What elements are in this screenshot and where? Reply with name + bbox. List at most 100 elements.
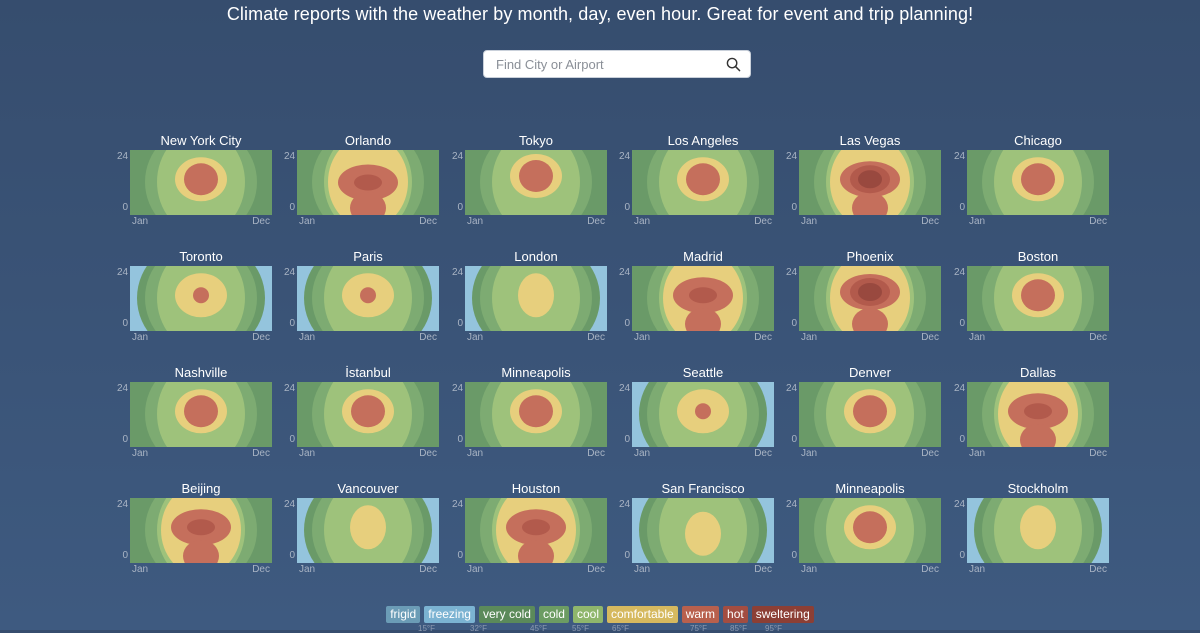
- band-hot: [187, 519, 215, 536]
- y-axis-top-label: 24: [117, 383, 129, 394]
- city-name[interactable]: New York City: [160, 133, 242, 148]
- city-name[interactable]: Orlando: [344, 133, 392, 148]
- climate-heatmap[interactable]: [967, 150, 1109, 215]
- city-name[interactable]: Madrid: [683, 249, 723, 264]
- city-name[interactable]: Chicago: [1014, 133, 1062, 148]
- legend-tick-label: 15°F: [418, 624, 435, 633]
- y-axis-top-label: 24: [954, 383, 966, 394]
- city-name[interactable]: Beijing: [181, 481, 221, 496]
- city-name[interactable]: Las Vegas: [839, 133, 901, 148]
- climate-heatmap[interactable]: [799, 498, 941, 563]
- climate-heatmap[interactable]: [967, 266, 1109, 331]
- city-card[interactable]: Orlando 24 0 Jan Dec: [284, 133, 439, 234]
- city-name[interactable]: Dallas: [1019, 365, 1057, 380]
- city-name[interactable]: Toronto: [179, 249, 223, 264]
- city-name[interactable]: Tokyo: [519, 133, 553, 148]
- climate-heatmap[interactable]: [632, 150, 774, 215]
- city-name[interactable]: Minneapolis: [835, 481, 905, 496]
- city-name[interactable]: Boston: [1017, 249, 1059, 264]
- search-icon[interactable]: [724, 55, 742, 73]
- city-name[interactable]: London: [514, 249, 558, 264]
- city-card[interactable]: Houston 24 0 Jan Dec: [452, 481, 607, 582]
- city-card[interactable]: Chicago 24 0 Jan Dec: [954, 133, 1109, 234]
- x-axis-end-label: Dec: [252, 448, 270, 459]
- city-card[interactable]: New York City 24 0 Jan Dec: [117, 133, 272, 234]
- city-card[interactable]: Minneapolis 24 0 Jan Dec: [786, 481, 941, 582]
- city-name[interactable]: Stockholm: [1007, 481, 1069, 496]
- city-name[interactable]: Phoenix: [846, 249, 894, 264]
- y-axis-top-label: 24: [954, 151, 966, 162]
- x-axis-start-label: Jan: [634, 448, 651, 459]
- city-name[interactable]: Houston: [511, 481, 561, 496]
- city-card[interactable]: Madrid 24 0 Jan Dec: [619, 249, 774, 350]
- y-axis-bottom-label: 0: [624, 202, 630, 213]
- city-name[interactable]: Seattle: [682, 365, 724, 380]
- climate-heatmap[interactable]: [465, 382, 607, 447]
- city-card[interactable]: London 24 0 Jan Dec: [452, 249, 607, 350]
- city-name[interactable]: Minneapolis: [501, 365, 571, 380]
- city-name[interactable]: Nashville: [174, 365, 228, 380]
- legend-chip: freezing: [424, 606, 475, 623]
- x-axis-end-label: Dec: [754, 564, 772, 575]
- climate-heatmap[interactable]: [130, 498, 272, 563]
- city-card[interactable]: Beijing 24 0 Jan Dec: [117, 481, 272, 582]
- city-name[interactable]: Los Angeles: [667, 133, 739, 148]
- city-card[interactable]: Toronto 24 0 Jan Dec: [117, 249, 272, 350]
- city-card[interactable]: Las Vegas 24 0 Jan Dec: [786, 133, 941, 234]
- climate-heatmap[interactable]: [130, 266, 272, 331]
- climate-heatmap[interactable]: [130, 382, 272, 447]
- band-warm: [853, 511, 887, 544]
- climate-heatmap[interactable]: [297, 498, 439, 563]
- city-card[interactable]: Nashville 24 0 Jan Dec: [117, 365, 272, 466]
- search-box[interactable]: [483, 50, 751, 78]
- legend-ticks: 15°F 32°F 45°F 55°F 65°F 75°F 85°F 95°F: [0, 624, 1200, 633]
- climate-heatmap[interactable]: [632, 266, 774, 331]
- city-card[interactable]: Seattle 24 0 Jan Dec: [619, 365, 774, 466]
- x-axis-start-label: Jan: [467, 332, 484, 343]
- climate-heatmap[interactable]: [297, 382, 439, 447]
- climate-heatmap[interactable]: [967, 498, 1109, 563]
- city-card[interactable]: Minneapolis 24 0 Jan Dec: [452, 365, 607, 466]
- climate-heatmap[interactable]: [465, 266, 607, 331]
- climate-heatmap[interactable]: [632, 498, 774, 563]
- x-axis-start-label: Jan: [132, 448, 149, 459]
- city-card[interactable]: Tokyo 24 0 Jan Dec: [452, 133, 607, 234]
- search-input[interactable]: [494, 51, 724, 77]
- legend-tick-label: 85°F: [730, 624, 747, 633]
- x-axis-start-label: Jan: [801, 564, 818, 575]
- city-name[interactable]: Vancouver: [337, 481, 399, 496]
- city-name[interactable]: İstanbul: [345, 365, 391, 380]
- page-headline: Climate reports with the weather by mont…: [226, 4, 974, 24]
- city-card[interactable]: Vancouver 24 0 Jan Dec: [284, 481, 439, 582]
- x-axis-end-label: Dec: [1089, 564, 1107, 575]
- city-card[interactable]: Paris 24 0 Jan Dec: [284, 249, 439, 350]
- band-sweltering: [858, 170, 882, 189]
- x-axis-start-label: Jan: [132, 216, 149, 227]
- city-name[interactable]: San Francisco: [661, 481, 745, 496]
- climate-heatmap[interactable]: [799, 382, 941, 447]
- climate-heatmap[interactable]: [297, 266, 439, 331]
- climate-heatmap[interactable]: [799, 150, 941, 215]
- y-axis-top-label: 24: [786, 499, 798, 510]
- x-axis-end-label: Dec: [1089, 332, 1107, 343]
- city-card[interactable]: İstanbul 24 0 Jan Dec: [284, 365, 439, 466]
- climate-heatmap[interactable]: [799, 266, 941, 331]
- band-warm: [1021, 279, 1055, 312]
- city-card[interactable]: Boston 24 0 Jan Dec: [954, 249, 1109, 350]
- climate-heatmap[interactable]: [130, 150, 272, 215]
- city-card[interactable]: Denver 24 0 Jan Dec: [786, 365, 941, 466]
- climate-heatmap[interactable]: [465, 150, 607, 215]
- city-card[interactable]: Dallas 24 0 Jan Dec: [954, 365, 1109, 466]
- y-axis-top-label: 24: [284, 499, 296, 510]
- climate-heatmap[interactable]: [465, 498, 607, 563]
- city-card[interactable]: Los Angeles 24 0 Jan Dec: [619, 133, 774, 234]
- climate-heatmap[interactable]: [632, 382, 774, 447]
- city-card[interactable]: Phoenix 24 0 Jan Dec: [786, 249, 941, 350]
- city-name[interactable]: Paris: [353, 249, 383, 264]
- city-card[interactable]: Stockholm 24 0 Jan Dec: [954, 481, 1109, 582]
- city-name[interactable]: Denver: [849, 365, 891, 380]
- climate-heatmap[interactable]: [297, 150, 439, 215]
- x-axis-start-label: Jan: [801, 448, 818, 459]
- climate-heatmap[interactable]: [967, 382, 1109, 447]
- city-card[interactable]: San Francisco 24 0 Jan Dec: [619, 481, 774, 582]
